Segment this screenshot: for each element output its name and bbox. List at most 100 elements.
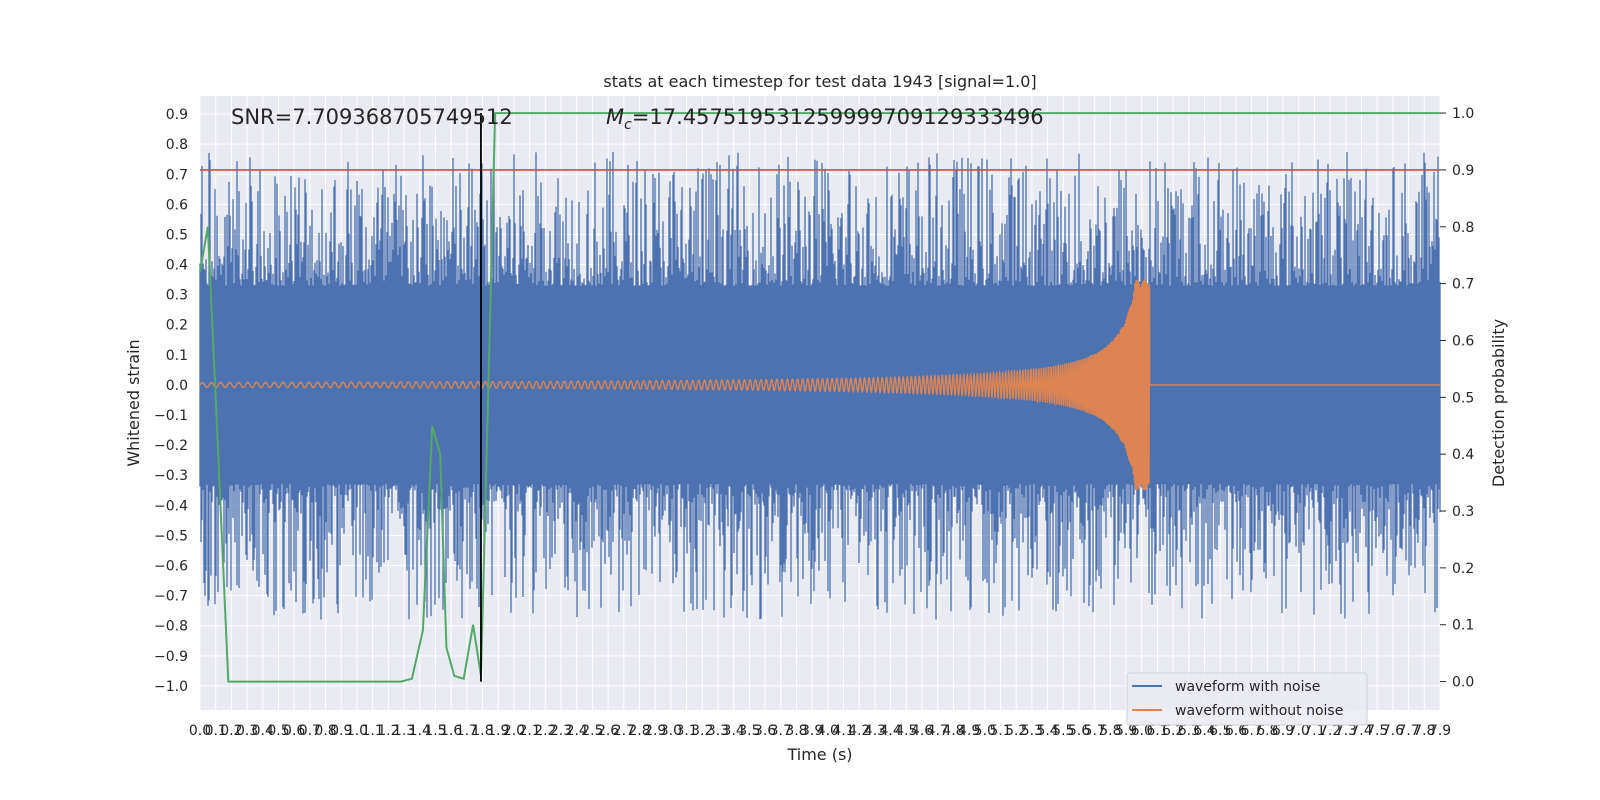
- x-tick-label: 1.3: [393, 723, 415, 739]
- x-tick-label: 0.3: [236, 723, 258, 739]
- y-right-tick-label: 0.1: [1452, 618, 1474, 634]
- x-tick-label: 4.5: [895, 723, 917, 739]
- x-tick-label: 0.6: [283, 723, 305, 739]
- x-tick-label: 4.9: [958, 723, 980, 739]
- x-tick-label: 2.0: [503, 723, 525, 739]
- y-left-tick-label: −0.4: [154, 498, 188, 514]
- y-right-tick-label: 0.6: [1452, 333, 1474, 349]
- x-tick-label: 2.3: [550, 723, 572, 739]
- x-tick-label: 0.5: [267, 723, 289, 739]
- x-tick-label: 6.2: [1162, 723, 1184, 739]
- x-tick-label: 4.2: [848, 723, 870, 739]
- y-right-tick-label: 0.7: [1452, 277, 1474, 293]
- x-tick-label: 5.5: [1052, 723, 1074, 739]
- x-tick-label: 1.1: [362, 723, 384, 739]
- y-left-tick-label: 0.9: [166, 107, 188, 123]
- x-tick-label: 1.0: [346, 723, 368, 739]
- y-right-tick-label: 0.8: [1452, 220, 1474, 236]
- y-right-tick-label: 0.2: [1452, 561, 1474, 577]
- x-tick-label: 2.9: [644, 723, 666, 739]
- x-tick-label: 5.6: [1068, 723, 1090, 739]
- y-left-tick-label: −0.8: [154, 619, 188, 635]
- detection-probability-line: [199, 112, 1440, 683]
- x-tick-label: 0.8: [314, 723, 336, 739]
- x-tick-label: 1.8: [471, 723, 493, 739]
- x-tick-label: 6.5: [1209, 723, 1231, 739]
- x-tick-label: 6.0: [1131, 723, 1153, 739]
- x-tick-label: 5.9: [1115, 723, 1137, 739]
- x-tick-label: 7.7: [1397, 723, 1419, 739]
- y-left-tick-label: 0.4: [166, 258, 188, 274]
- x-tick-label: 3.5: [738, 723, 760, 739]
- x-tick-label: 5.2: [1005, 723, 1027, 739]
- x-tick-label: 1.6: [440, 723, 462, 739]
- snr-annotation: SNR=7.709368705749512: [231, 105, 513, 129]
- x-tick-label: 7.2: [1319, 723, 1341, 739]
- y-left-tick-label: 0.8: [166, 137, 188, 153]
- y-left-tick-label: 0.5: [166, 227, 188, 243]
- x-tick-label: 0.0: [189, 723, 211, 739]
- x-tick-label: 1.5: [424, 723, 446, 739]
- x-tick-label: 2.2: [534, 723, 556, 739]
- x-tick-label: 3.0: [660, 723, 682, 739]
- y-right-tick-label: 1.0: [1452, 106, 1474, 122]
- x-tick-label: 4.4: [880, 723, 902, 739]
- y-right-tick-label: 0.3: [1452, 504, 1474, 520]
- legend: waveform with noise waveform without noi…: [1126, 672, 1368, 726]
- y-left-tick-label: −0.5: [154, 528, 188, 544]
- x-tick-label: 6.6: [1225, 723, 1247, 739]
- x-tick-label: 4.1: [832, 723, 854, 739]
- chirp-mass-annotation: Mc=17.457519531259999709129333496: [606, 105, 1044, 133]
- y-right-axis-ticks: 0.0 0.1 0.2 0.3 0.4 0.5 0.6 0.7 0.8 0.9 1.0: [1440, 106, 1474, 691]
- y-left-axis-ticks: −1.0 −0.9 −0.8 −0.7 −0.6 −0.5 −0.4 −0.3 −0.2 −0.1…: [154, 107, 188, 695]
- x-tick-label: 2.8: [628, 723, 650, 739]
- y-left-tick-label: −0.2: [154, 438, 188, 454]
- y-left-tick-label: −0.6: [154, 559, 188, 575]
- y-left-tick-label: −0.9: [154, 649, 188, 665]
- x-tick-label: 3.9: [801, 723, 823, 739]
- x-tick-label: 7.9: [1429, 723, 1451, 739]
- x-tick-label: 1.7: [456, 723, 478, 739]
- x-tick-label: 6.8: [1256, 723, 1278, 739]
- y-right-tick-label: 0.9: [1452, 163, 1474, 179]
- x-tick-label: 3.4: [723, 723, 745, 739]
- y-left-tick-label: −0.1: [154, 408, 188, 424]
- x-tick-label: 4.8: [942, 723, 964, 739]
- x-tick-label: 3.2: [691, 723, 713, 739]
- x-tick-label: 6.4: [1193, 723, 1215, 739]
- y-left-tick-label: 0.2: [166, 318, 188, 334]
- y-right-tick-label: 0.0: [1452, 675, 1474, 691]
- x-tick-label: 1.2: [377, 723, 399, 739]
- x-tick-label: 1.4: [409, 723, 431, 739]
- x-tick-label: 7.0: [1288, 723, 1310, 739]
- x-tick-label: 2.5: [581, 723, 603, 739]
- x-axis-label: Time (s): [786, 745, 852, 764]
- x-tick-label: 5.0: [974, 723, 996, 739]
- x-tick-label: 2.6: [597, 723, 619, 739]
- chirp-series-line: [199, 279, 1440, 491]
- x-tick-label: 6.9: [1272, 723, 1294, 739]
- x-tick-label: 5.7: [1084, 723, 1106, 739]
- x-tick-label: 4.6: [911, 723, 933, 739]
- x-axis-ticks: 0.00.10.20.30.40.50.60.70.80.91.01.11.21…: [189, 723, 1451, 739]
- y-right-axis-label: Detection probability: [1489, 319, 1508, 487]
- x-tick-label: 7.4: [1350, 723, 1372, 739]
- y-right-tick-label: 0.5: [1452, 390, 1474, 406]
- x-tick-label: 0.4: [252, 723, 274, 739]
- x-tick-label: 3.8: [785, 723, 807, 739]
- x-tick-label: 7.8: [1413, 723, 1435, 739]
- y-left-tick-label: 0.0: [166, 378, 188, 394]
- x-tick-label: 7.3: [1335, 723, 1357, 739]
- x-tick-label: 0.9: [330, 723, 352, 739]
- legend-label-noise: waveform with noise: [1175, 679, 1320, 695]
- y-left-tick-label: −0.3: [154, 468, 188, 484]
- x-tick-label: 2.7: [613, 723, 635, 739]
- x-tick-label: 5.3: [1021, 723, 1043, 739]
- x-tick-label: 4.0: [817, 723, 839, 739]
- x-tick-label: 3.3: [707, 723, 729, 739]
- y-left-tick-label: 0.3: [166, 288, 188, 304]
- x-tick-label: 3.7: [770, 723, 792, 739]
- x-tick-label: 6.3: [1178, 723, 1200, 739]
- x-tick-label: 6.7: [1241, 723, 1263, 739]
- y-left-tick-label: −0.7: [154, 589, 188, 605]
